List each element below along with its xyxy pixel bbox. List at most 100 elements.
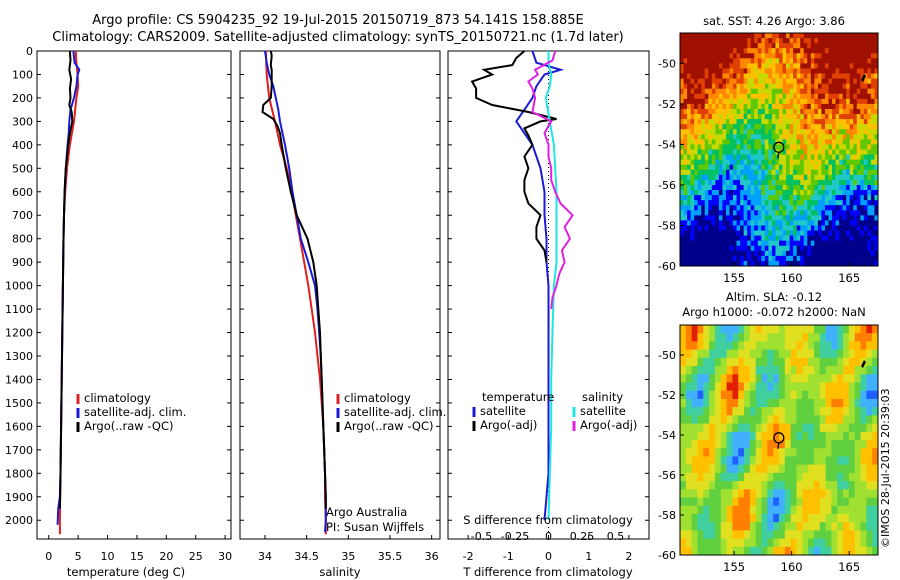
sla-cell (872, 513, 879, 523)
sst-cell (743, 179, 748, 186)
sst-cell (835, 48, 840, 54)
sst-cell (853, 200, 858, 206)
sst-cell (796, 235, 801, 242)
sst-cell (683, 119, 688, 125)
sst-cell (842, 169, 847, 176)
sst-cell (821, 230, 826, 237)
sla-cell (697, 530, 704, 539)
sst-cell (849, 88, 854, 95)
sst-cell (771, 179, 776, 186)
sst-cell (757, 225, 762, 231)
sst-cell (874, 33, 879, 39)
sst-cell (803, 129, 808, 135)
sst-cell (810, 164, 815, 171)
sst-cell (761, 63, 766, 69)
sla-cell (790, 423, 797, 433)
sla-cell (796, 530, 803, 539)
sla-cell (720, 464, 727, 474)
sst-cell (814, 103, 819, 110)
sla-cell (808, 349, 815, 359)
sst-cell (718, 33, 723, 39)
sla-cell (714, 538, 722, 548)
sst-cell (786, 195, 791, 201)
sst-cell (729, 43, 734, 49)
sla-cell (813, 390, 821, 400)
sst-cell (740, 33, 745, 39)
sst-cell (874, 108, 879, 115)
sst-cell (736, 190, 741, 196)
salinity-plot-frame (239, 50, 441, 540)
sst-cell (846, 184, 851, 191)
sla-cell (854, 522, 861, 531)
sla-cell (714, 357, 722, 367)
sst-cell (697, 235, 702, 242)
sst-cell (697, 164, 702, 171)
sst-cell (736, 38, 741, 44)
sst-cell (711, 68, 716, 74)
sst-cell (832, 245, 836, 252)
sst-cell (761, 98, 766, 105)
sst-cell (800, 88, 805, 95)
sst-cell (711, 129, 716, 135)
sst-cell (793, 98, 798, 105)
sla-cell (697, 357, 704, 367)
sst-cell (828, 124, 833, 130)
sst-cell (708, 255, 713, 262)
sst-cell (690, 124, 695, 130)
sst-cell (722, 260, 727, 267)
sst-cell (757, 58, 762, 64)
sla-cell (773, 374, 780, 383)
sst-cell (849, 195, 854, 201)
sst-cell (793, 184, 798, 191)
sla-cell (726, 398, 733, 408)
sla-cell (738, 415, 745, 424)
sla-cell (732, 382, 739, 392)
sst-cell (810, 73, 815, 79)
sst-cell (849, 98, 854, 105)
sla-cell (732, 522, 739, 531)
sla-cell (697, 398, 704, 408)
sla-cell (744, 431, 751, 441)
sla-cell (854, 431, 861, 441)
sst-cell (779, 255, 783, 262)
sst-cell (810, 159, 815, 166)
sst-cell (771, 124, 776, 130)
sst-cell (683, 154, 688, 161)
sst-cell (835, 88, 840, 95)
sla-cell (761, 431, 768, 441)
sst-cell (775, 103, 780, 110)
sst-cell (704, 68, 709, 74)
sst-cell (740, 195, 745, 201)
sst-cell (803, 159, 808, 166)
sla-cell (720, 374, 727, 383)
sla-cell (779, 538, 786, 548)
sst-cell (860, 169, 865, 176)
sst-cell (722, 134, 727, 140)
sst-cell (835, 144, 840, 150)
sst-cell (860, 119, 865, 125)
sla-cell (854, 464, 861, 474)
sla-cell (825, 341, 832, 351)
sst-cell (786, 73, 791, 79)
sst-cell (867, 48, 872, 54)
sst-cell (768, 149, 773, 155)
sst-cell (718, 43, 723, 49)
sla-cell (796, 374, 803, 383)
sst-cell (711, 169, 716, 176)
sla-cell (697, 440, 704, 449)
sla-cell (749, 505, 757, 515)
sst-cell (750, 103, 755, 110)
sst-cell (803, 88, 808, 95)
sla-cell (796, 366, 803, 375)
sla-cell (872, 472, 879, 482)
sst-cell (842, 129, 847, 135)
sst-cell (715, 225, 720, 231)
sst-cell (750, 169, 755, 176)
sst-cell (796, 108, 801, 115)
sst-map-cells (680, 33, 879, 267)
sla-cell (802, 374, 809, 383)
sla-cell (761, 513, 768, 523)
salinity-series-2 (261, 50, 327, 509)
sst-cell (839, 190, 844, 196)
sla-cell (831, 390, 838, 400)
